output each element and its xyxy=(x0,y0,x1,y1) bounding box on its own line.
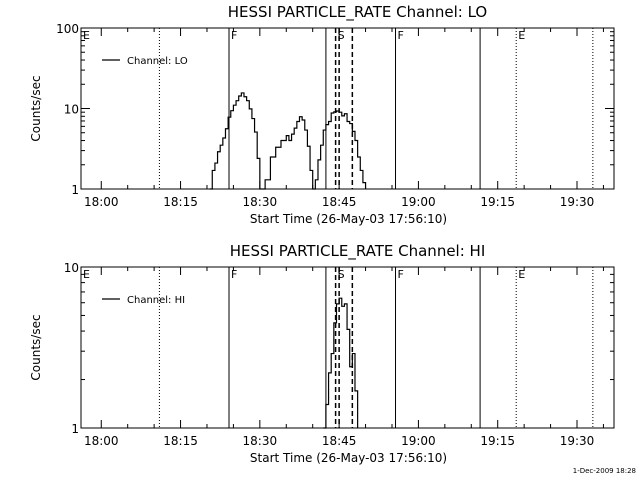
chart-title: HESSI PARTICLE_RATE Channel: LO xyxy=(228,3,487,22)
y-axis-label: Counts/sec xyxy=(29,75,43,141)
x-tick-label: 18:15 xyxy=(163,434,198,448)
chart-panel-2: HESSI PARTICLE_RATE Channel: HI 18:00 18:1… xyxy=(29,242,615,465)
y-axis-label: Counts/sec xyxy=(29,314,43,380)
event-marker-label: F xyxy=(231,268,237,281)
legend-label: Channel: LO xyxy=(127,56,188,67)
y-tick-label: 1 xyxy=(71,183,79,197)
x-tick-label: 18:15 xyxy=(163,195,198,209)
event-marker-label: E xyxy=(83,29,90,42)
x-tick-label: 18:45 xyxy=(322,195,357,209)
chart-title: HESSI PARTICLE_RATE Channel: HI xyxy=(230,242,486,261)
y-tick-label: 10 xyxy=(64,261,79,275)
event-marker-label: S xyxy=(338,29,345,42)
y-tick-label: 10 xyxy=(64,103,79,117)
x-tick-label: 18:00 xyxy=(84,434,119,448)
plot-frame xyxy=(80,27,615,190)
chart-panel-1: HESSI PARTICLE_RATE Channel: LO 18:00 18:1… xyxy=(29,3,615,226)
event-marker-label: E xyxy=(83,268,90,281)
event-marker-label: E xyxy=(518,268,525,281)
x-tick-label: 18:30 xyxy=(243,434,278,448)
x-tick-label: 18:00 xyxy=(84,195,119,209)
series-line xyxy=(209,92,367,190)
y-tick-label: 1 xyxy=(71,422,79,436)
event-marker-label: F xyxy=(398,268,404,281)
event-marker-label: F xyxy=(398,29,404,42)
x-tick-label: 19:30 xyxy=(560,195,595,209)
x-tick-label: 19:00 xyxy=(401,434,436,448)
x-tick-label: 19:00 xyxy=(401,195,436,209)
legend-label: Channel: HI xyxy=(127,295,185,306)
x-tick-label: 19:15 xyxy=(480,434,515,448)
x-axis-label: Start Time (26-May-03 17:56:10) xyxy=(250,451,447,465)
x-tick-label: 18:30 xyxy=(243,195,278,209)
event-marker-label: E xyxy=(518,29,525,42)
x-tick-label: 19:15 xyxy=(480,195,515,209)
x-tick-label: 19:30 xyxy=(560,434,595,448)
footer-timestamp: 1-Dec-2009 18:28 xyxy=(573,467,636,475)
x-axis-label: Start Time (26-May-03 17:56:10) xyxy=(250,212,447,226)
plot-frame xyxy=(80,266,615,429)
event-marker-label: F xyxy=(231,29,237,42)
event-marker-label: S xyxy=(338,268,345,281)
x-tick-label: 18:45 xyxy=(322,434,357,448)
series-line xyxy=(323,297,359,429)
y-tick-label: 100 xyxy=(56,22,79,36)
